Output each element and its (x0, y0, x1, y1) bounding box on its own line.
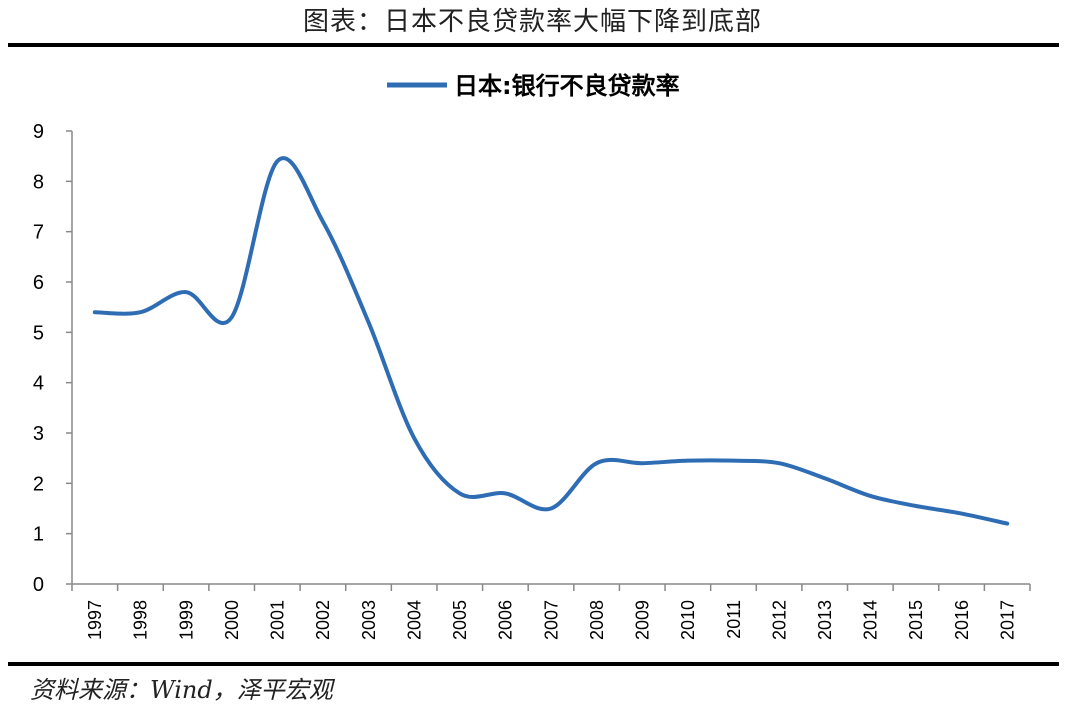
y-axis: 0 1 2 3 4 5 6 7 8 9 (33, 121, 73, 596)
x-tick-label: 1999 (176, 600, 196, 640)
x-tick-label: 2011 (724, 600, 744, 639)
legend: 日本:银行不良贷款率 (387, 72, 680, 100)
x-tick-label: 2008 (587, 600, 607, 640)
x-tick-label: 2001 (268, 600, 288, 640)
x-tick-label: 2003 (359, 600, 379, 640)
y-tick-label: 3 (33, 423, 44, 445)
y-tick-label: 8 (33, 171, 44, 193)
y-tick-label: 6 (33, 272, 44, 294)
page-title: 图表：日本不良贷款率大幅下降到底部 (302, 7, 762, 37)
x-tick-label: 2000 (222, 600, 242, 640)
series-line (92, 156, 1010, 526)
y-tick-label: 9 (33, 121, 44, 143)
y-tick-label: 1 (33, 524, 44, 546)
x-tick-label: 2002 (313, 600, 333, 640)
x-tick-label: 2005 (450, 600, 470, 640)
legend-label: 日本:银行不良贷款率 (454, 72, 680, 100)
y-tick-label: 7 (33, 222, 44, 244)
x-tick-label: 2016 (952, 600, 972, 640)
x-tick-label: 2014 (861, 600, 881, 640)
bottom-rule (8, 662, 1059, 666)
x-tick-label: 2017 (997, 600, 1017, 640)
x-tick-label: 1997 (85, 600, 105, 640)
source-note: 资料来源：Wind，泽平宏观 (30, 676, 333, 704)
y-tick-label: 2 (33, 473, 44, 495)
y-tick-label: 4 (33, 373, 44, 395)
x-axis: 1997 1998 1999 2000 2001 2002 2003 2004 2005 2006… (71, 583, 1031, 640)
x-tick-label: 2013 (815, 600, 835, 640)
x-tick-label: 2009 (633, 600, 653, 640)
x-tick-label: 2007 (541, 600, 561, 640)
x-tick-label: 2006 (496, 600, 516, 640)
top-rule (8, 43, 1059, 47)
x-tick-label: 2015 (906, 600, 926, 640)
x-tick-label: 2004 (404, 600, 424, 640)
y-tick-label: 0 (33, 574, 44, 596)
x-tick-label: 1998 (131, 600, 151, 640)
x-tick-label: 2010 (678, 600, 698, 640)
x-tick-label: 2012 (769, 600, 789, 640)
y-tick-label: 5 (33, 322, 44, 344)
